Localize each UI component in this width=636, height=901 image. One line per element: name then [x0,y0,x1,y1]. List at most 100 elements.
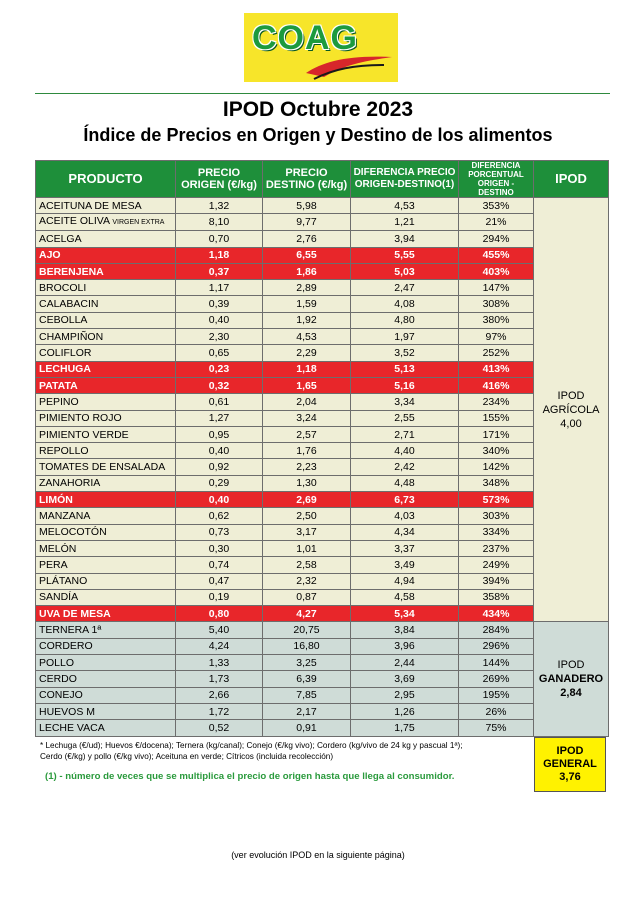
diferencia-precio: 1,21 [350,213,459,232]
precio-origen: 1,72 [175,702,263,721]
precio-origen: 0,92 [175,458,263,476]
coag-logo: COAG [244,13,398,82]
header-producto: PRODUCTO [35,160,176,198]
diferencia-precio: 2,42 [350,458,459,476]
table-row: POLLO 1,33 3,25 2,44 144% [35,654,609,672]
product-name: LECHE VACA [35,719,176,737]
diferencia-precio: 4,58 [350,588,459,607]
footnote-line-2: Cerdo (€/kg) y pollo (€/kg vivo); Aceitu… [40,752,334,761]
table-row: MELOCOTÓN 0,73 3,17 4,34 334% [35,523,609,541]
diferencia-porcentual: 416% [458,376,534,395]
ipod-ganadero-l1: IPOD [557,658,585,671]
header-precio-destino: PRECIO DESTINO (€/kg) [262,160,351,198]
precio-origen: 2,30 [175,328,263,346]
product-name: CORDERO [35,637,176,656]
product-name: CHAMPIÑON [35,328,176,346]
diferencia-precio: 5,13 [350,360,459,378]
product-name: TOMATES DE ENSALADA [35,458,176,476]
table-row: ACELGA 0,70 2,76 3,94 294% [35,230,609,248]
precio-destino: 2,89 [262,279,351,297]
table-row: UVA DE MESA 0,80 4,27 5,34 434% [35,605,609,623]
precio-origen: 1,17 [175,279,263,297]
footer-note: (ver evolución IPOD en la siguiente pági… [231,850,405,860]
precio-origen: 1,73 [175,670,263,688]
diferencia-porcentual: 434% [458,605,534,623]
product-name: PEPINO [35,393,176,411]
ipod-agricola-l2: AGRÍCOLA [542,403,600,416]
table-row: CALABACIN 0,39 1,59 4,08 308% [35,295,609,313]
diferencia-precio: 4,94 [350,572,459,590]
precio-origen: 0,39 [175,295,263,313]
diferencia-porcentual: 26% [458,702,534,721]
precio-origen: 0,62 [175,507,263,525]
diferencia-porcentual: 413% [458,360,534,378]
diferencia-porcentual: 334% [458,523,534,541]
table-row: SANDÍA 0,19 0,87 4,58 358% [35,588,609,607]
precio-destino: 4,53 [262,328,351,346]
table-row: TERNERA 1ª 5,40 20,75 3,84 284% IPOD GANADERO 2… [35,621,609,737]
table-row: ACEITE OLIVA VIRGEN EXTRA 8,10 9,77 1,21 21% [35,213,609,232]
precio-destino: 1,86 [262,262,351,281]
diferencia-porcentual: 403% [458,262,534,281]
product-name: LECHUGA [35,360,176,378]
precio-destino: 6,39 [262,670,351,688]
precio-destino: 2,69 [262,491,351,509]
precio-destino: 1,76 [262,442,351,460]
product-name: SANDÍA [35,588,176,607]
precio-origen: 0,47 [175,572,263,590]
multiplier-note: (1) - número de veces que se multiplica … [45,771,455,782]
table-header-row: PRODUCTO PRECIO ORIGEN (€/kg) PRECIO DESTI… [35,160,609,198]
diferencia-porcentual: 195% [458,686,534,704]
product-name: ACELGA [35,230,176,248]
product-name: UVA DE MESA [35,605,176,623]
table-row: LECHE VACA 0,52 0,91 1,75 75% [35,719,609,737]
diferencia-porcentual: 249% [458,556,534,574]
diferencia-precio: 4,80 [350,311,459,330]
diferencia-porcentual: 252% [458,344,534,362]
product-name: PATATA [35,376,176,395]
header-precio-origen: PRECIO ORIGEN (€/kg) [175,160,263,198]
table-row: BROCOLI 1,17 2,89 2,47 147% [35,279,609,297]
table-row: REPOLLO 0,40 1,76 4,40 340% [35,442,609,460]
ipod-general-label-1: IPOD [556,745,584,757]
footnote-line-1: * Lechuga (€/ud); Huevos €/docena); Tern… [40,741,463,750]
table-row: TOMATES DE ENSALADA 0,92 2,23 2,42 142% [35,458,609,476]
table-row: LECHUGA 0,23 1,18 5,13 413% [35,360,609,378]
precio-origen: 1,18 [175,246,263,264]
diferencia-porcentual: 147% [458,279,534,297]
precio-destino: 6,55 [262,246,351,264]
ipod-ganadero-l2: GANADERO [538,672,604,685]
precio-origen: 0,23 [175,360,263,378]
diferencia-precio: 2,55 [350,409,459,427]
diferencia-porcentual: 284% [458,621,534,639]
table-row: LIMÓN 0,40 2,69 6,73 573% [35,491,609,509]
page-title: IPOD Octubre 2023 [222,98,414,121]
diferencia-porcentual: 296% [458,637,534,656]
table-row: CHAMPIÑON 2,30 4,53 1,97 97% [35,328,609,346]
precio-destino: 2,17 [262,702,351,721]
diferencia-porcentual: 234% [458,393,534,411]
precio-origen: 0,19 [175,588,263,607]
table-row: COLIFLOR 0,65 2,29 3,52 252% [35,344,609,362]
product-name: MELOCOTÓN [35,523,176,541]
product-name: TERNERA 1ª [35,621,176,639]
precio-destino: 2,04 [262,393,351,411]
diferencia-precio: 3,84 [350,621,459,639]
table-row: PLÁTANO 0,47 2,32 4,94 394% [35,572,609,590]
product-name: AJO [35,246,176,264]
header-diferencia-porcentual: DIFERENCIA PORCENTUAL ORIGEN - DESTINO [458,160,534,198]
precio-destino: 1,30 [262,474,351,493]
precio-origen: 5,40 [175,621,263,639]
title-divider [35,93,610,94]
table-row: PATATA 0,32 1,65 5,16 416% [35,376,609,395]
ipod-general-label-2: GENERAL [543,758,597,770]
diferencia-precio: 4,03 [350,507,459,525]
table-row: BERENJENA 0,37 1,86 5,03 403% [35,262,609,281]
precio-origen: 0,32 [175,376,263,395]
precio-origen: 1,33 [175,654,263,672]
diferencia-precio: 3,69 [350,670,459,688]
product-name: HUEVOS M [35,702,176,721]
precio-origen: 2,66 [175,686,263,704]
diferencia-precio: 1,97 [350,328,459,346]
diferencia-precio: 4,40 [350,442,459,460]
